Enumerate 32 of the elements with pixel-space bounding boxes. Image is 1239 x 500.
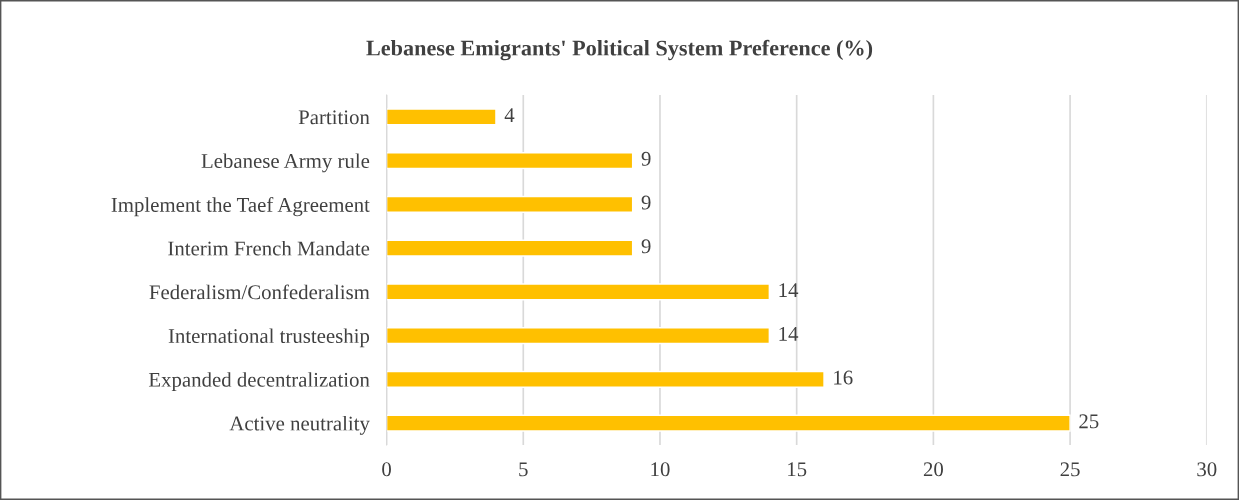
y-tick-label: Active neutrality <box>229 415 370 435</box>
data-label: 14 <box>779 326 799 341</box>
bar <box>386 195 634 213</box>
data-label: 14 <box>779 283 799 297</box>
x-tick-label: 20 <box>923 462 943 477</box>
x-tick-label: 30 <box>1197 462 1217 477</box>
bar <box>386 108 497 126</box>
bar <box>386 152 634 170</box>
y-tick-label: Interim French Mandate <box>168 240 370 256</box>
bar <box>386 370 825 388</box>
y-tick-label: Federalism/Confederalism <box>149 284 370 300</box>
y-tick-label: Implement the Taef Agreement <box>111 197 370 217</box>
chart-title: Lebanese Emigrants' Political System Preference (%) <box>366 39 873 61</box>
y-tick-label: Lebanese Army rule <box>201 153 370 173</box>
bar <box>386 283 771 301</box>
x-tick-label: 5 <box>519 462 528 477</box>
bar <box>386 239 634 257</box>
data-label: 16 <box>834 370 853 385</box>
data-label: 25 <box>1079 414 1099 429</box>
x-tick-label: 10 <box>651 462 670 477</box>
data-label: 9 <box>641 151 651 166</box>
x-tick-label: 15 <box>788 462 807 477</box>
y-tick-label: Partition <box>298 110 370 125</box>
y-tick-label: International trusteeship <box>168 328 370 348</box>
x-tick-label: 0 <box>382 462 391 477</box>
y-tick-label: Expanded decentralization <box>148 372 370 392</box>
data-label: 9 <box>641 239 651 254</box>
x-tick-label: 25 <box>1060 462 1080 477</box>
bar <box>386 327 771 345</box>
data-label: 4 <box>504 108 515 122</box>
bar <box>386 414 1071 432</box>
data-label: 9 <box>641 195 651 210</box>
